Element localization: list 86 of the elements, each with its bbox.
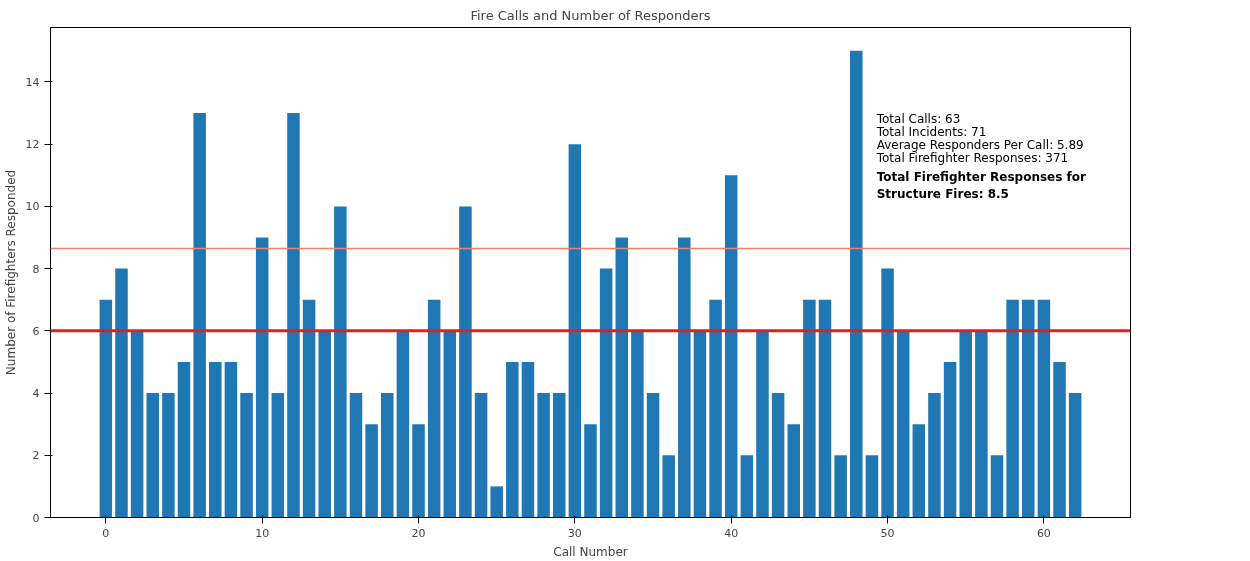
bar <box>771 393 785 518</box>
bar <box>584 424 597 518</box>
bar <box>568 144 582 518</box>
bar <box>928 393 941 518</box>
bar <box>850 50 863 518</box>
bar <box>1053 361 1066 518</box>
bar <box>240 393 253 518</box>
bar <box>490 486 503 518</box>
bar <box>412 424 425 518</box>
bar <box>1037 299 1051 518</box>
bar <box>959 330 972 518</box>
bar <box>990 455 1004 518</box>
bar <box>834 455 847 518</box>
annotation: Total Firefighter Responses for Structure Fires: 8.5 <box>876 170 1086 202</box>
bar <box>349 393 363 518</box>
bar <box>599 268 613 518</box>
x-tick-label: 60 <box>1036 526 1051 540</box>
bar <box>912 424 926 518</box>
bar <box>193 113 206 518</box>
y-tick-label: 10 <box>25 200 40 214</box>
y-tick-label: 2 <box>32 449 40 463</box>
bar <box>99 299 113 518</box>
bar <box>756 330 769 518</box>
bar <box>146 393 159 518</box>
bar <box>552 393 566 518</box>
bar <box>693 330 707 518</box>
chart-title: Fire Calls and Number of Responders <box>470 7 711 23</box>
bar <box>318 330 331 518</box>
bar <box>615 237 629 518</box>
bar <box>724 175 738 518</box>
bar <box>506 361 519 518</box>
y-tick-label: 8 <box>32 262 40 276</box>
y-tick-label: 14 <box>25 75 40 89</box>
y-tick-label: 6 <box>32 324 40 338</box>
bar <box>881 268 894 518</box>
bar <box>177 361 191 518</box>
bar <box>255 237 269 518</box>
x-tick-label: 30 <box>567 526 582 540</box>
x-axis-title: Call Number <box>553 544 628 559</box>
bar <box>631 330 644 518</box>
bar <box>865 455 879 518</box>
annotation: Total Firefighter Responses: 371 <box>875 150 1069 165</box>
bar <box>803 299 816 518</box>
x-tick-label: 50 <box>880 526 895 540</box>
bar <box>818 299 832 518</box>
x-tick-label: 20 <box>411 526 426 540</box>
bar <box>662 455 675 518</box>
bar <box>943 361 957 518</box>
bar <box>1022 299 1035 518</box>
bar <box>162 393 175 518</box>
bar <box>459 206 472 518</box>
bar <box>271 393 285 518</box>
bar <box>302 299 316 518</box>
y-axis-title: Number of Firefighters Responded <box>3 169 18 376</box>
bar <box>537 393 550 518</box>
y-tick-label: 12 <box>25 138 40 152</box>
annotation: Total Incidents: 71 <box>875 124 987 139</box>
bar <box>396 330 410 518</box>
y-tick-label: 4 <box>32 387 40 401</box>
bar <box>224 361 238 518</box>
bar <box>287 113 300 518</box>
annotation: Total Calls: 63 <box>875 111 961 126</box>
bar <box>740 455 754 518</box>
bar <box>115 268 128 518</box>
bar <box>381 393 394 518</box>
bar <box>975 330 988 518</box>
x-tick-label: 40 <box>724 526 739 540</box>
bar <box>474 393 488 518</box>
bar <box>787 424 800 518</box>
bar <box>443 330 457 518</box>
bar <box>334 206 347 518</box>
bar <box>209 361 222 518</box>
bar <box>678 237 691 518</box>
bar <box>365 424 378 518</box>
bar <box>1068 393 1082 518</box>
bar <box>646 393 660 518</box>
x-tick-label: 0 <box>102 526 110 540</box>
annotation: Average Responders Per Call: 5.89 <box>876 137 1084 152</box>
bar <box>427 299 441 518</box>
bar <box>896 330 910 518</box>
y-tick-label: 0 <box>32 511 40 525</box>
bar <box>709 299 722 518</box>
bar <box>130 330 144 518</box>
bar <box>521 361 535 518</box>
bar <box>1006 299 1019 518</box>
x-tick-label: 10 <box>255 526 270 540</box>
